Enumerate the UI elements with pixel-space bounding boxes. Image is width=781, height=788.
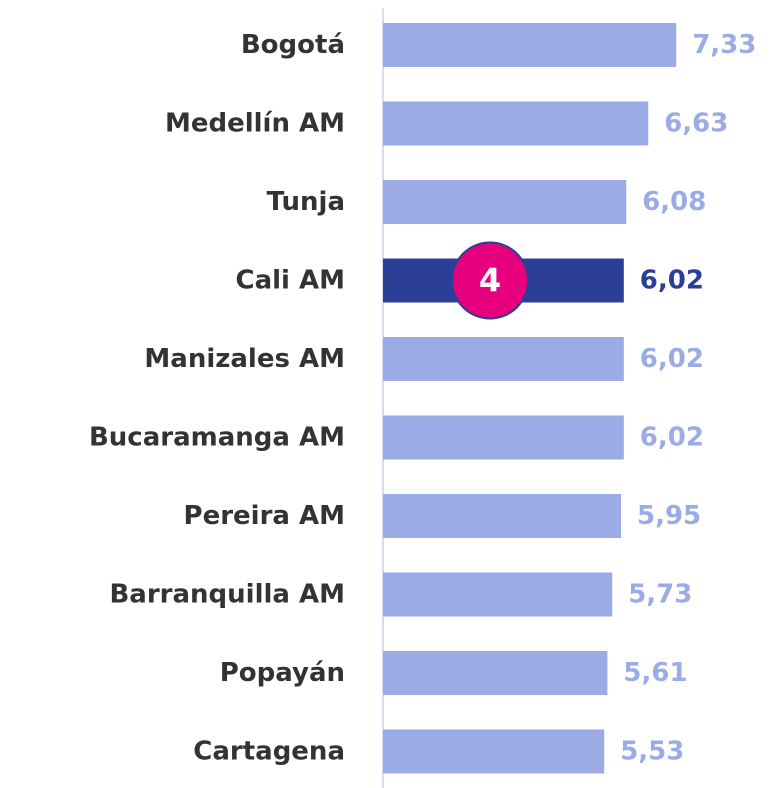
bar <box>383 494 621 538</box>
value-label: 6,02 <box>640 423 704 453</box>
category-label: Bogotá <box>241 30 345 60</box>
bar <box>383 101 649 146</box>
bar <box>383 23 677 67</box>
value-label: 6,63 <box>664 109 728 139</box>
category-label: Barranquilla AM <box>109 580 345 610</box>
category-label: Bucaramanga AM <box>89 423 345 453</box>
value-label: 5,53 <box>620 737 684 767</box>
bar <box>383 729 605 774</box>
category-label: Popayán <box>220 658 345 688</box>
value-label: 6,02 <box>640 344 704 374</box>
category-label: Cali AM <box>236 266 346 296</box>
value-label: 5,95 <box>637 501 701 531</box>
value-label: 6,08 <box>642 187 706 217</box>
value-label: 5,73 <box>628 580 692 610</box>
annotation-badge <box>451 241 529 320</box>
bar <box>383 415 624 460</box>
value-label: 6,02 <box>640 266 704 296</box>
category-label: Pereira AM <box>184 501 345 531</box>
value-label: 5,61 <box>623 658 687 688</box>
bar <box>383 651 608 695</box>
bar <box>383 572 613 617</box>
category-label: Medellín AM <box>165 109 345 139</box>
value-label: 7,33 <box>692 30 756 60</box>
bar <box>383 180 627 224</box>
annotation-text: 4 <box>479 262 501 300</box>
category-label: Manizales AM <box>144 344 345 374</box>
category-label: Tunja <box>267 187 345 217</box>
category-label: Cartagena <box>193 737 345 767</box>
bar <box>383 337 624 381</box>
